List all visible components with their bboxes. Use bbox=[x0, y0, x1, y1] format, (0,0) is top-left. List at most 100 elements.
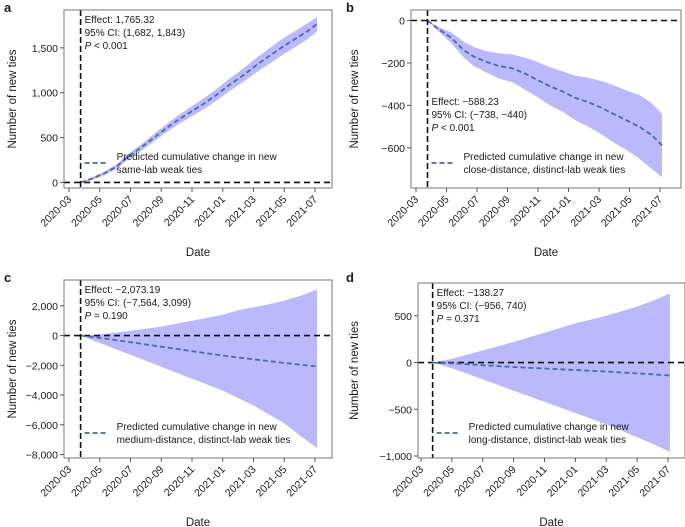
p-value-label: P = 0.371 bbox=[437, 314, 481, 325]
p-value-label: P < 0.001 bbox=[85, 41, 129, 52]
panel-a: a05001,0001,5002020-032020-052020-072020… bbox=[4, 0, 333, 259]
plot-frame bbox=[63, 279, 333, 459]
confidence-band bbox=[80, 17, 317, 183]
y-tick-label: 0 bbox=[399, 15, 405, 27]
y-tick-label: −8,000 bbox=[26, 450, 59, 462]
confidence-band bbox=[80, 289, 317, 448]
y-tick-label: −6,000 bbox=[26, 420, 59, 432]
legend-text-line1: Predicted cumulative change in new bbox=[464, 152, 625, 163]
effect-label: Effect: −2,073.19 bbox=[85, 285, 161, 296]
plot-frame bbox=[417, 282, 685, 459]
y-tick-label: 0 bbox=[406, 358, 412, 370]
legend-text-line1: Predicted cumulative change in new bbox=[117, 152, 278, 163]
x-tick-label: 2021-05 bbox=[607, 464, 643, 500]
p-symbol: P bbox=[85, 41, 92, 52]
p-value-label: P < 0.001 bbox=[432, 123, 476, 134]
legend-text-line2: long-distance, distinct-lab weak ties bbox=[469, 435, 626, 446]
estimate-line bbox=[80, 23, 318, 184]
x-tick-label: 2020-11 bbox=[162, 464, 197, 499]
legend-text-line2: medium-distance, distinct-lab weak ties bbox=[117, 435, 291, 446]
x-tick-label: 2020-09 bbox=[483, 464, 519, 500]
y-tick-label: 0 bbox=[52, 177, 58, 189]
p-symbol: P bbox=[437, 314, 444, 325]
y-tick-label: −500 bbox=[388, 404, 412, 416]
effect-label: Effect: 1,765.32 bbox=[85, 15, 155, 26]
x-tick-label: 2021-07 bbox=[637, 464, 673, 500]
y-tick-label: 1,500 bbox=[32, 43, 58, 55]
x-tick-label: 2021-07 bbox=[284, 194, 320, 230]
x-tick-label: 2021-03 bbox=[576, 464, 612, 500]
x-tick-label: 2021-05 bbox=[254, 194, 290, 230]
x-tick-label: 2020-05 bbox=[69, 194, 105, 230]
x-axis-title: Date bbox=[186, 517, 210, 527]
p-value-label: P = 0.190 bbox=[85, 311, 129, 322]
y-tick-label: 2,000 bbox=[32, 301, 58, 313]
effect-label: Effect: −138.27 bbox=[437, 288, 505, 299]
y-tick-label: −4,000 bbox=[26, 390, 59, 402]
ci-label: 95% CI: (−956, 740) bbox=[437, 301, 527, 312]
x-tick-label: 2020-07 bbox=[100, 194, 136, 230]
x-tick-label: 2020-07 bbox=[452, 464, 488, 500]
plot-frame bbox=[63, 9, 333, 189]
x-tick-label: 2020-09 bbox=[477, 194, 513, 230]
panel-c: c −8,000 −6,000 −4,000 −2,000 0 2,000 2020-03 20… bbox=[4, 270, 333, 527]
estimate-line bbox=[80, 334, 318, 368]
p-value: = 0.371 bbox=[443, 314, 480, 325]
x-tick-label: 2021-01 bbox=[192, 464, 228, 500]
p-value: < 0.001 bbox=[438, 123, 475, 134]
x-tick-label: 2021-07 bbox=[284, 464, 320, 500]
x-tick-label: 2020-05 bbox=[416, 194, 452, 230]
x-tick-label: 2021-03 bbox=[568, 194, 604, 230]
y-tick-label: −600 bbox=[381, 143, 405, 155]
y-tick-label: −400 bbox=[381, 100, 405, 112]
x-tick-label: 2021-03 bbox=[223, 464, 259, 500]
panel-letter: c bbox=[4, 270, 11, 285]
x-axis-title: Date bbox=[539, 517, 563, 527]
x-tick-label: 2020-03 bbox=[385, 194, 421, 230]
y-tick-label: −2,000 bbox=[26, 360, 59, 372]
y-tick-label: 0 bbox=[52, 331, 58, 343]
x-axis-title: Date bbox=[534, 247, 558, 259]
x-tick-label: 2021-01 bbox=[192, 194, 228, 230]
x-tick-label: 2020-07 bbox=[446, 194, 482, 230]
p-value: < 0.001 bbox=[91, 41, 128, 52]
p-value: = 0.190 bbox=[91, 311, 128, 322]
y-axis-title: Number of new ties bbox=[7, 49, 19, 148]
estimate-line bbox=[426, 19, 663, 146]
x-tick-label: 2020-11 bbox=[162, 194, 197, 229]
x-tick-label: 2021-07 bbox=[629, 194, 665, 230]
y-tick-label: 500 bbox=[394, 311, 412, 323]
y-tick-label: 500 bbox=[40, 133, 58, 145]
panel-letter: b bbox=[346, 0, 354, 15]
x-tick-label: 2020-03 bbox=[390, 464, 426, 500]
x-tick-label: 2020-07 bbox=[100, 464, 136, 500]
x-axis-title: Date bbox=[186, 247, 210, 259]
x-tick-label: 2021-05 bbox=[254, 464, 290, 500]
y-axis-title: Number of new ties bbox=[349, 49, 361, 148]
y-tick-label: 1,000 bbox=[32, 88, 58, 100]
x-tick-label: 2020-09 bbox=[131, 464, 167, 500]
ci-label: 95% CI: (−738, −440) bbox=[432, 110, 528, 121]
legend-text-line2: same-lab weak ties bbox=[117, 165, 203, 176]
confidence-band bbox=[432, 293, 670, 452]
panel-b: b −600 −400 −200 0 2020-032020-052020-072020-… bbox=[346, 0, 682, 259]
panel-letter: d bbox=[346, 270, 354, 285]
x-tick-label: 2020-03 bbox=[38, 464, 74, 500]
estimate-line bbox=[432, 361, 671, 377]
y-tick-label: −200 bbox=[381, 58, 405, 70]
effect-label: Effect: −588.23 bbox=[432, 97, 500, 108]
x-tick-label: 2021-01 bbox=[545, 464, 581, 500]
x-tick-label: 2020-11 bbox=[514, 464, 549, 499]
plot-frame bbox=[410, 9, 682, 189]
p-symbol: P bbox=[85, 311, 92, 322]
x-tick-label: 2021-05 bbox=[599, 194, 635, 230]
legend-text-line2: close-distance, distinct-lab weak ties bbox=[464, 165, 626, 176]
x-tick-label: 2021-03 bbox=[223, 194, 259, 230]
ci-label: 95% CI: (−7,564, 3,099) bbox=[85, 298, 191, 309]
y-tick-label: −1,000 bbox=[380, 451, 413, 463]
y-axis-title: Number of new ties bbox=[349, 321, 361, 420]
x-tick-label: 2020-03 bbox=[38, 194, 74, 230]
legend-text-line1: Predicted cumulative change in new bbox=[469, 422, 630, 433]
p-symbol: P bbox=[432, 123, 439, 134]
